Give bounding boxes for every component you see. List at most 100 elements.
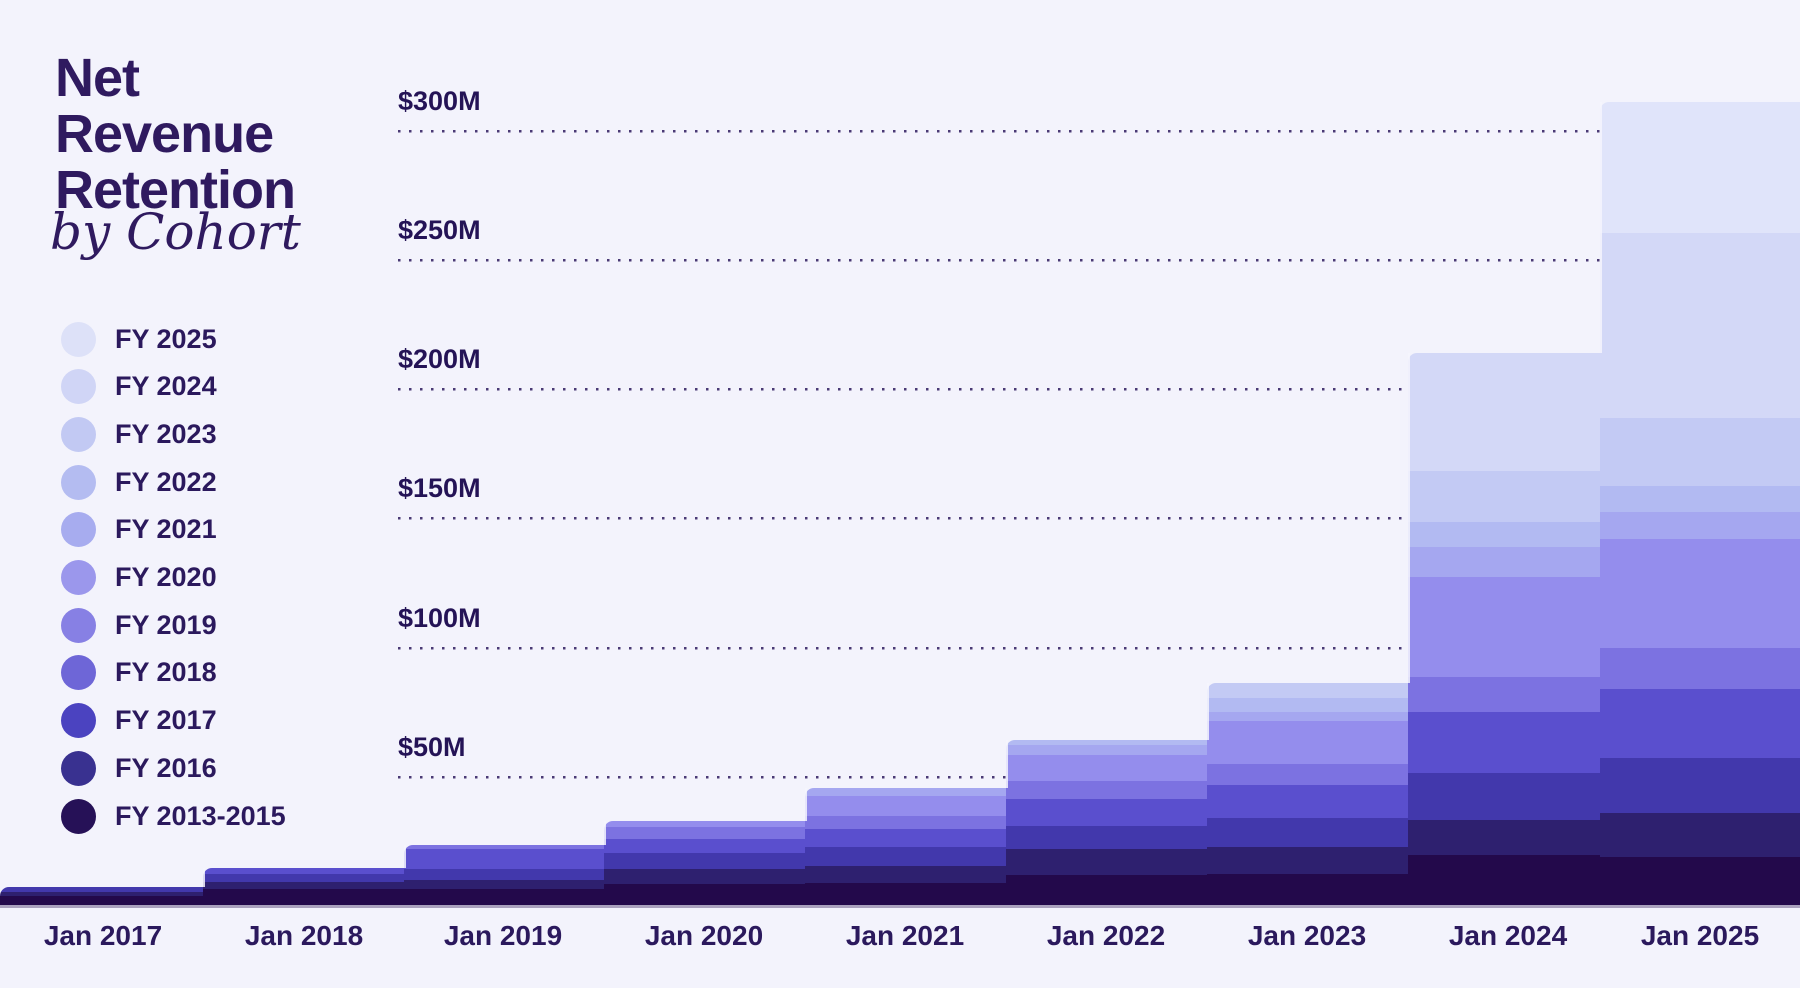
segment-fy-2017 [805, 846, 1006, 867]
segment-fy-2016 [805, 866, 1006, 883]
legend-swatch-icon [61, 750, 96, 786]
gridline-300 [398, 129, 1800, 133]
segment-fy-2021 [1207, 712, 1408, 722]
step-edge-3 [603, 820, 606, 846]
legend-swatch-icon [61, 512, 96, 548]
segment-fy-2024 [1408, 353, 1600, 471]
segment-fy-2019 [404, 845, 604, 850]
segment-fy-2017 [404, 868, 604, 881]
segment-fy-2017 [604, 853, 805, 869]
legend-label: FY 2023 [115, 418, 217, 449]
segment-fy-2016 [1006, 849, 1207, 876]
step-edge-2 [403, 845, 406, 869]
segment-fy-2025 [1600, 102, 1800, 233]
legend-label: FY 2017 [115, 705, 217, 736]
segment-fy-2019 [604, 827, 805, 840]
x-tick-label-jan-2019: Jan 2019 [443, 920, 563, 951]
legend-swatch-icon [61, 464, 96, 500]
y-tick-label-100: $100M [398, 602, 481, 633]
segment-fy-2022 [1600, 486, 1800, 513]
gridline-200 [398, 388, 1800, 391]
gridline-250 [398, 258, 1800, 262]
legend-swatch-icon [61, 321, 96, 357]
segment-fy-2021 [805, 787, 1006, 796]
segment-fy-2013-2015 [1006, 875, 1207, 905]
segment-fy-2013-2015 [604, 884, 805, 905]
legend-item-fy-2020: FY 2020 [61, 560, 217, 596]
segment-fy-2022 [1006, 739, 1207, 745]
segment-fy-2016 [203, 881, 404, 890]
segment-fy-2018 [1006, 798, 1207, 827]
column-jan-2019 [404, 845, 604, 905]
y-tick-label-300: $300M [398, 85, 481, 116]
segment-fy-2019 [1207, 764, 1408, 785]
segment-fy-2019 [1408, 677, 1600, 713]
segment-fy-2018 [404, 849, 604, 869]
legend-swatch-icon [61, 655, 96, 691]
segment-fy-2020 [805, 795, 1006, 816]
legend-label: FY 2018 [115, 657, 217, 688]
segment-fy-2023 [1408, 470, 1600, 523]
segment-fy-2019 [805, 815, 1006, 829]
legend-label: FY 2020 [115, 562, 217, 592]
segment-fy-2020 [604, 820, 805, 828]
legend-swatch-icon [61, 416, 96, 452]
chart-title: Net Revenue Retention [55, 50, 296, 220]
segment-fy-2013-2015 [1207, 873, 1408, 905]
legend-label: FY 2024 [115, 371, 217, 402]
column-jan-2018 [203, 868, 404, 905]
legend-label: FY 2025 [115, 323, 217, 354]
column-jan-2023 [1207, 682, 1408, 905]
step-edge-4 [804, 787, 807, 821]
column-jan-2021 [805, 787, 1006, 905]
segment-fy-2020 [1207, 721, 1408, 765]
legend-item-fy-2016: FY 2016 [61, 750, 217, 786]
segment-fy-2022 [1207, 698, 1408, 713]
segment-fy-2018 [805, 828, 1006, 847]
legend-item-fy-2024: FY 2024 [61, 369, 217, 405]
title-line-3: Retention [55, 160, 296, 220]
segment-fy-2023 [1600, 417, 1800, 487]
segment-fy-2021 [1600, 512, 1800, 540]
legend-swatch-icon [61, 369, 96, 405]
segment-fy-2016 [0, 892, 203, 896]
segment-fy-2019 [1006, 780, 1207, 799]
step-edge-5 [1005, 739, 1008, 788]
x-tick-label-jan-2020: Jan 2020 [644, 920, 764, 951]
legend-swatch-icon [61, 560, 96, 595]
legend-item-fy-2019: FY 2019 [61, 607, 217, 643]
segment-fy-2018 [1408, 712, 1600, 774]
segment-fy-2023 [1207, 682, 1408, 699]
segment-fy-2013-2015 [805, 882, 1006, 905]
segment-fy-2017 [1600, 757, 1800, 814]
segment-fy-2018 [1600, 689, 1800, 758]
segment-fy-2019 [1600, 647, 1800, 690]
legend-label: FY 2022 [115, 466, 217, 497]
column-jan-2025 [1600, 102, 1800, 905]
segment-fy-2022 [1408, 522, 1600, 547]
segment-fy-2017 [203, 873, 404, 882]
step-edge-1 [202, 868, 205, 887]
segment-fy-2016 [1600, 813, 1800, 858]
segment-fy-2013-2015 [1408, 854, 1600, 905]
gridline-100 [398, 646, 1800, 650]
x-tick-label-jan-2025: Jan 2025 [1640, 920, 1760, 951]
segment-fy-2018 [604, 839, 805, 854]
segment-fy-2017 [1408, 773, 1600, 820]
step-edge-7 [1407, 353, 1410, 683]
segment-fy-2021 [1006, 744, 1207, 756]
segment-fy-2016 [1207, 846, 1408, 874]
x-tick-label-jan-2024: Jan 2024 [1448, 920, 1568, 951]
column-jan-2017 [0, 886, 203, 905]
segment-fy-2017 [1006, 826, 1207, 850]
segment-fy-2021 [1408, 546, 1600, 577]
x-tick-label-jan-2023: Jan 2023 [1247, 920, 1367, 951]
segment-fy-2013-2015 [1600, 857, 1800, 905]
step-edge-6 [1206, 682, 1209, 740]
legend-item-fy-2023: FY 2023 [61, 416, 217, 452]
segment-fy-2017 [0, 886, 203, 893]
legend-swatch-icon [61, 607, 96, 643]
y-tick-label-150: $150M [398, 473, 481, 504]
segment-fy-2016 [1408, 819, 1600, 855]
segment-fy-2016 [404, 880, 604, 890]
